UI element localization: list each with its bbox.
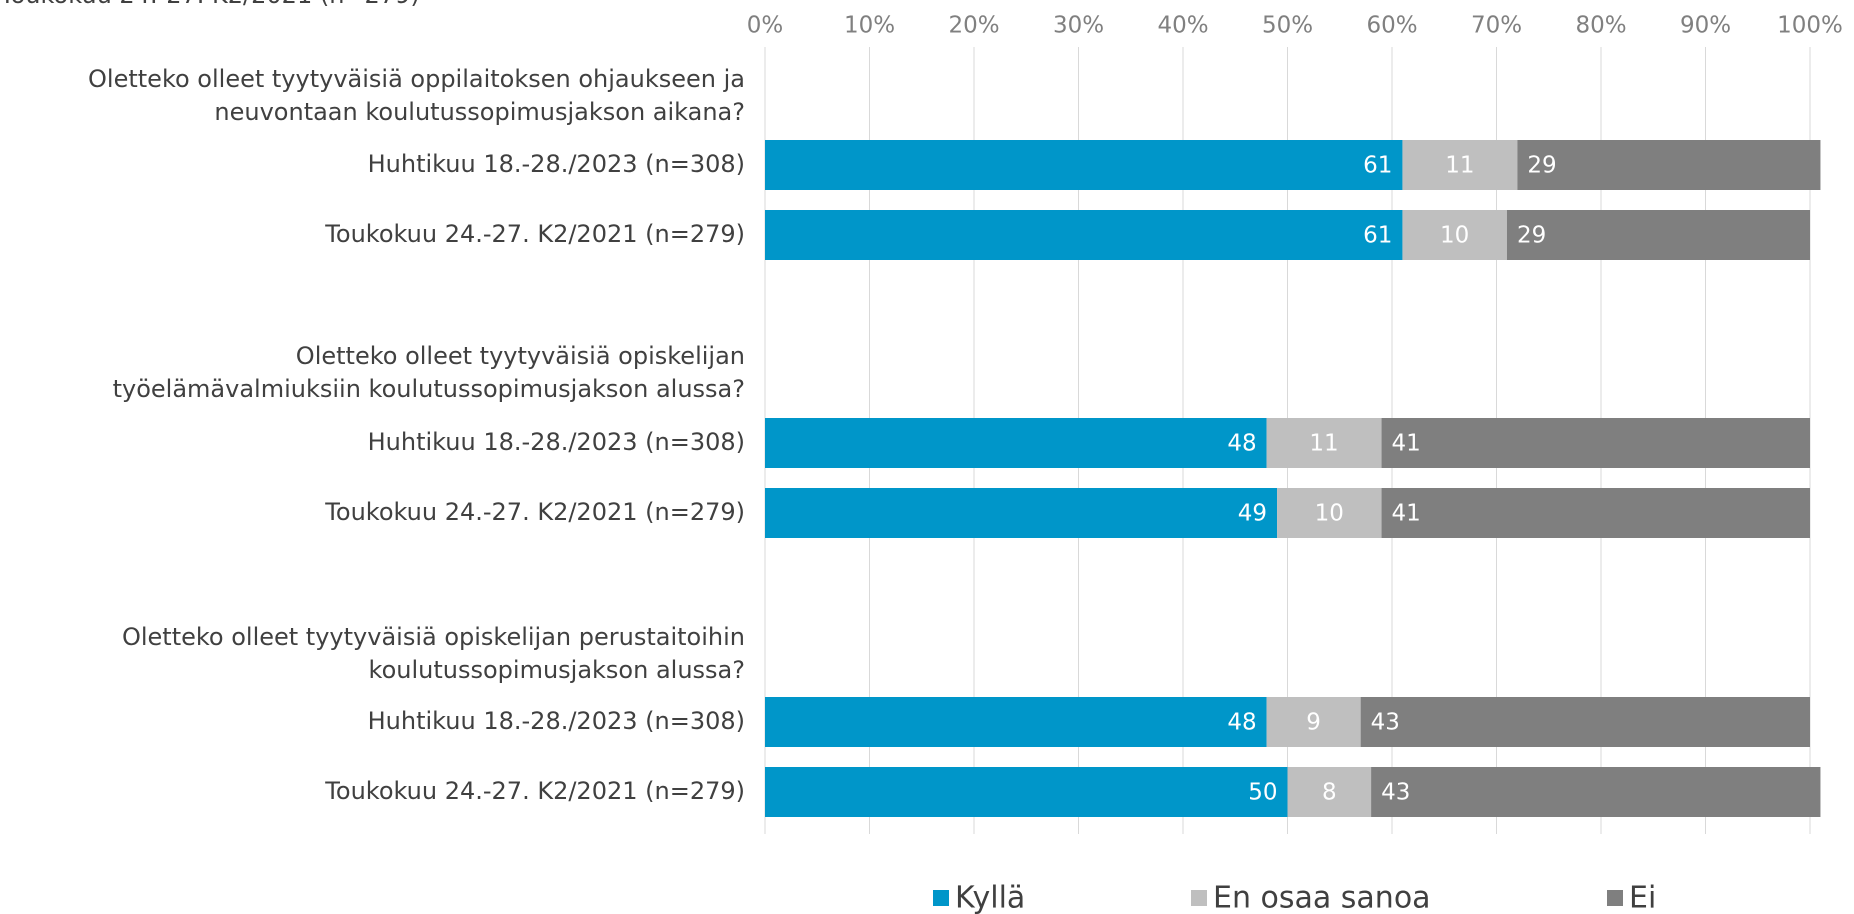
bar-segment [765, 210, 1403, 260]
bar-segment [1266, 418, 1382, 468]
x-tick-label: 80% [1575, 13, 1626, 39]
value-label: 50 [1248, 780, 1277, 806]
bar-segment [1517, 140, 1821, 190]
legend-label: Ei [1629, 881, 1656, 914]
group-title: Oletteko olleet tyytyväisiä opiskelijan … [122, 623, 745, 651]
bar-segment [1381, 488, 1810, 538]
bar-segment [765, 140, 1403, 190]
value-label: 61 [1363, 223, 1392, 249]
group-title: koulutussopimusjakson alussa? [369, 656, 745, 684]
y-tick-label: Toukokuu 24.-27. K2/2021 (n=279) [324, 220, 745, 248]
value-label: 10 [1315, 501, 1344, 527]
bar-segment [1371, 767, 1821, 817]
value-label: 10 [1440, 223, 1469, 249]
legend-label: Kyllä [955, 881, 1025, 914]
legend-label: En osaa sanoa [1213, 881, 1431, 914]
value-label: 11 [1309, 431, 1338, 457]
x-tick-label: 70% [1471, 13, 1522, 39]
y-tick-label: Huhtikuu 18.-28./2023 (n=308) [368, 428, 745, 456]
legend-swatch [1607, 890, 1623, 906]
value-label: 61 [1363, 153, 1392, 179]
x-tick-label: 30% [1053, 13, 1104, 39]
group-title: Oletteko olleet tyytyväisiä oppilaitokse… [88, 65, 745, 93]
legend-swatch [933, 890, 949, 906]
bar-segment [765, 697, 1267, 747]
value-label: 43 [1371, 710, 1400, 736]
bar-segment [1277, 488, 1382, 538]
x-tick-label: 100% [1777, 13, 1843, 39]
x-tick-label: 40% [1157, 13, 1208, 39]
value-label: 43 [1381, 780, 1410, 806]
y-tick-label: Toukokuu 24.-27. K2/2021 (n=279) [324, 498, 745, 526]
x-tick-label: 90% [1680, 13, 1731, 39]
value-label: 48 [1227, 431, 1256, 457]
bar-segment [1381, 418, 1810, 468]
x-tick-label: 50% [1262, 13, 1313, 39]
value-label: 49 [1238, 501, 1267, 527]
group-title: työelämävalmiuksiin koulutussopimusjakso… [113, 375, 745, 403]
bar-segment [1402, 140, 1518, 190]
bar-segment [1287, 767, 1372, 817]
bar-segment [1506, 210, 1810, 260]
clipped-label: Toukokuu 24.-27. K2/2021 (n=279) [0, 0, 420, 9]
bar-segment [1402, 210, 1507, 260]
value-label: 41 [1392, 501, 1421, 527]
bar-segment [765, 767, 1288, 817]
x-tick-label: 60% [1366, 13, 1417, 39]
y-tick-label: Huhtikuu 18.-28./2023 (n=308) [368, 150, 745, 178]
bar-segment [765, 488, 1278, 538]
x-tick-label: 20% [948, 13, 999, 39]
group-title: Oletteko olleet tyytyväisiä opiskelijan [296, 342, 745, 370]
value-label: 11 [1445, 153, 1474, 179]
value-label: 9 [1306, 710, 1321, 736]
bar-segment [1360, 697, 1810, 747]
value-label: 29 [1517, 223, 1546, 249]
value-label: 29 [1527, 153, 1556, 179]
bar-segment [1266, 697, 1361, 747]
y-tick-label: Toukokuu 24.-27. K2/2021 (n=279) [324, 777, 745, 805]
x-tick-label: 10% [844, 13, 895, 39]
bar-segment [765, 418, 1267, 468]
x-tick-label: 0% [747, 13, 784, 39]
legend-swatch [1191, 890, 1207, 906]
group-title: neuvontaan koulutussopimusjakson aikana? [214, 98, 745, 126]
y-tick-label: Huhtikuu 18.-28./2023 (n=308) [368, 707, 745, 735]
value-label: 8 [1322, 780, 1337, 806]
value-label: 41 [1392, 431, 1421, 457]
value-label: 48 [1227, 710, 1256, 736]
